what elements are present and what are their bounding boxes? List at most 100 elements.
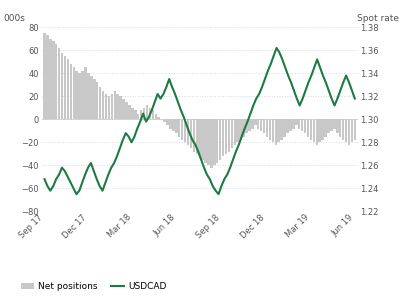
Bar [322,119,324,140]
Text: 000s: 000s [4,14,25,24]
Bar [87,73,90,119]
Bar [222,119,224,156]
Bar [137,114,139,119]
Bar [219,119,221,159]
Bar [230,119,233,148]
Bar [216,119,218,163]
Bar [263,119,265,133]
Bar [339,119,342,137]
Bar [52,41,54,119]
Bar [166,119,169,125]
Bar [257,119,260,129]
Bar [151,110,154,119]
Bar [345,119,347,142]
Bar [348,119,350,145]
Bar [204,119,207,163]
Legend: Net positions, USDCAD: Net positions, USDCAD [17,278,170,294]
Bar [236,119,239,142]
Bar [201,119,204,159]
Bar [78,73,81,119]
Bar [175,119,178,133]
Bar [75,71,78,119]
Bar [154,114,157,119]
Bar [190,119,192,148]
Bar [55,44,57,119]
Bar [196,119,198,154]
Bar [93,79,96,119]
Bar [269,119,271,140]
Bar [266,119,268,137]
Bar [146,105,148,119]
Bar [187,119,189,145]
Bar [342,119,344,140]
Bar [286,119,289,133]
Bar [298,119,300,129]
Bar [178,119,181,137]
Bar [96,82,99,119]
Bar [207,119,210,165]
Bar [102,91,104,119]
Bar [245,119,248,133]
Bar [310,119,312,140]
Bar [184,119,186,142]
Bar [119,96,122,119]
Bar [307,119,309,137]
Bar [61,53,63,119]
Bar [228,119,230,152]
Bar [225,119,227,154]
Bar [240,119,242,140]
Bar [125,102,128,119]
Bar [140,110,142,119]
Bar [128,105,131,119]
Bar [277,119,280,142]
Bar [272,119,274,142]
Bar [90,76,93,119]
Bar [243,119,245,137]
Bar [105,94,107,119]
Bar [304,119,306,133]
Bar [67,59,69,119]
Bar [327,119,330,133]
Bar [82,71,84,119]
Bar [275,119,277,145]
Bar [163,119,166,122]
Bar [254,119,257,125]
Bar [319,119,321,142]
Bar [172,119,175,131]
Bar [301,119,303,131]
Bar [336,119,339,133]
Bar [193,119,195,152]
Bar [295,119,297,125]
Bar [315,119,318,145]
Text: Spot rate: Spot rate [357,14,399,24]
Bar [64,56,66,119]
Bar [210,119,213,168]
Bar [134,110,136,119]
Bar [72,67,75,119]
Bar [114,91,116,119]
Bar [330,119,333,131]
Bar [149,108,151,119]
Bar [198,119,201,156]
Bar [58,48,60,119]
Bar [251,119,254,129]
Bar [312,119,315,142]
Bar [233,119,236,145]
Bar [169,119,172,129]
Bar [248,119,251,131]
Bar [46,35,49,119]
Bar [49,39,52,119]
Bar [157,117,160,119]
Bar [213,119,215,165]
Bar [108,96,110,119]
Bar [122,98,125,119]
Bar [43,33,46,119]
Bar [143,108,145,119]
Bar [292,119,295,129]
Bar [111,94,113,119]
Bar [351,119,353,142]
Bar [289,119,292,131]
Bar [324,119,327,137]
Bar [131,108,134,119]
Bar [69,64,72,119]
